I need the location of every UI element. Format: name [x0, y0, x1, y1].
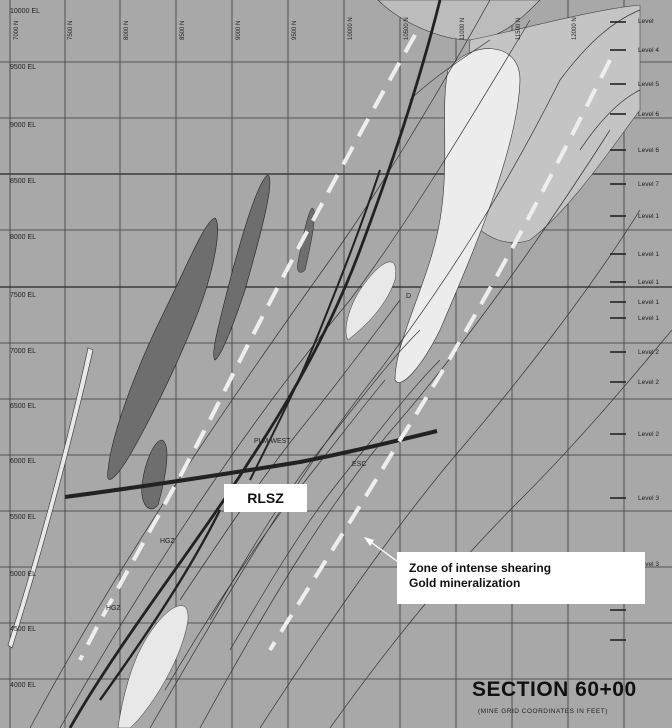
level-label: Level 1 [638, 315, 659, 322]
coordinate-label: 10500 N [404, 17, 410, 40]
thin-dyke-left [7, 347, 94, 649]
elevation-label: 9000 EL [10, 122, 37, 129]
level-label: Level 6 [638, 111, 659, 118]
dark-lens-3 [141, 439, 168, 510]
coordinate-label: 8500 N [180, 20, 186, 40]
coordinate-label: 11000 N [460, 17, 466, 40]
elevation-label: 6500 EL [10, 403, 37, 410]
central-light-lens [394, 48, 521, 383]
light-lens-3 [117, 605, 189, 728]
zone-annotation-line-1: Zone of intense shearing [409, 561, 552, 575]
elevation-label: 5000 EL [10, 571, 37, 578]
level-label: Level 4 [638, 47, 659, 54]
dark-lens-2 [213, 174, 271, 361]
zone-annotation-line-2: Gold mineralization [409, 576, 521, 590]
elevation-label: 9500 EL [10, 64, 37, 71]
level-label: Level 7 [638, 181, 659, 188]
zone-annotation: Zone of intense shearing Gold mineraliza… [397, 552, 645, 604]
level-label: Level 2 [638, 431, 659, 438]
esc-label: ESC [352, 461, 367, 468]
elevation-label: 8000 EL [10, 234, 37, 241]
hgz-label-upper: HGZ [160, 538, 175, 545]
elevation-label: 4500 EL [10, 626, 37, 633]
level-label: Level 1 [638, 299, 659, 306]
hgz-label-lower: HGZ [106, 605, 121, 612]
contacts [29, 0, 672, 728]
elevation-label: 7000 EL [10, 348, 37, 355]
elevation-label: 8500 EL [10, 178, 37, 185]
coordinate-label: 7500 N [68, 20, 74, 40]
coordinate-label: 9000 N [236, 20, 242, 40]
level-label: Level 2 [638, 349, 659, 356]
level-ticks [610, 21, 626, 641]
coordinate-label: 10000 N [348, 17, 354, 40]
elevation-label: 6000 EL [10, 458, 37, 465]
rlsz-label: RLSZ [224, 484, 307, 512]
section-title: SECTION 60+00 [472, 678, 637, 701]
section-subtitle: (MINE GRID COORDINATES IN FEET) [478, 708, 608, 715]
dark-lens-1 [107, 217, 218, 480]
level-label: Level 1 [638, 251, 659, 258]
level-label: Level 2 [638, 379, 659, 386]
faults [68, 0, 442, 728]
level-label: Level 1 [638, 279, 659, 286]
level-label: Level 1 [638, 213, 659, 220]
light-lens-2 [345, 261, 397, 341]
elevation-label: 10000 EL [10, 8, 40, 15]
shear-zone-boundary [78, 34, 612, 661]
d-marker-label: D [406, 293, 412, 300]
coordinate-label: 8000 N [124, 20, 130, 40]
elevation-label: 7500 EL [10, 292, 37, 299]
level-label: Level 6 [638, 147, 659, 154]
level-label: Level 5 [638, 81, 659, 88]
elevation-label: 5500 EL [10, 514, 37, 521]
plm-west-fault [64, 429, 438, 499]
coordinate-label: 7000 N [14, 20, 20, 40]
coordinate-label: 11500 N [516, 17, 522, 40]
dark-lens-4 [297, 207, 315, 273]
level-label: Level 3 [638, 561, 659, 568]
coordinate-label: 12000 N [572, 17, 578, 40]
plm-west-label: PLM WEST [254, 438, 291, 445]
level-label: Level 3 [638, 495, 659, 502]
elevation-label: 4000 EL [10, 682, 37, 689]
coordinate-label: 9500 N [292, 20, 298, 40]
level-label: Level [638, 18, 654, 25]
